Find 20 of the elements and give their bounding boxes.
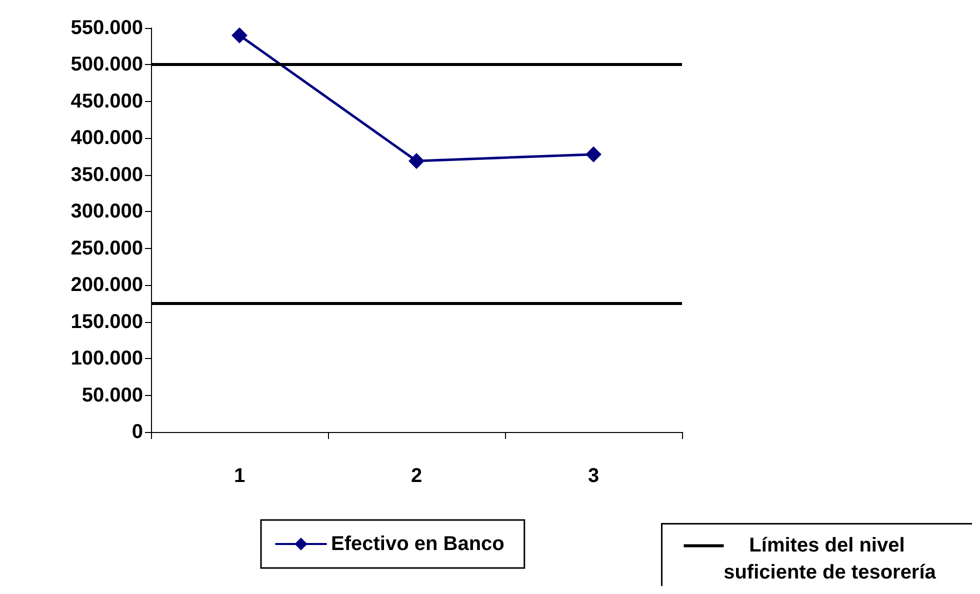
x-tick-label: 1: [234, 465, 246, 487]
y-tick-label: 150.000: [70, 310, 143, 333]
point: [232, 27, 248, 44]
y-tick-label: 100.000: [70, 348, 143, 370]
y-tick-label: 0: [132, 421, 143, 443]
y-tick-label: 300.000: [70, 200, 143, 223]
y-tick-label: 400.000: [70, 127, 143, 150]
y-tick-label: 450.000: [70, 90, 143, 112]
y-tick-label: 50.000: [82, 384, 143, 406]
point: [408, 152, 424, 169]
y-tick-label: 350.000: [70, 164, 143, 186]
y-tick-label: 250.000: [70, 237, 143, 260]
point: [586, 146, 602, 162]
legend-label: Límites del nivel suficiente de tesorería: [724, 534, 937, 584]
x-tick-label: 3: [588, 465, 600, 487]
y-tick-label: 500.000: [70, 54, 143, 76]
y-tick-label: 200.000: [70, 274, 143, 296]
legend-label: Efectivo en Banco: [331, 533, 504, 555]
x-tick-label: 2: [410, 465, 422, 487]
y-tick-label: 550.000: [70, 17, 143, 39]
